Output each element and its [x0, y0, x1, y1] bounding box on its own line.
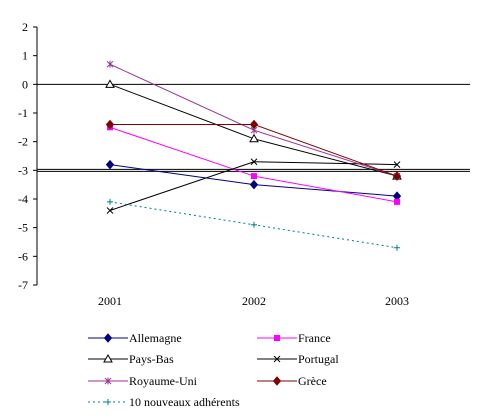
data-point [249, 133, 259, 143]
legend-item: Portugal [257, 352, 339, 366]
legend-label: 10 nouveaux adhérents [129, 395, 240, 409]
data-point [273, 355, 281, 363]
legend-item: Pays-Bas [88, 352, 174, 366]
legend-label: France [298, 331, 331, 345]
legend-item: 10 nouveaux adhérents [88, 395, 240, 409]
y-tick-label: -5 [18, 221, 28, 235]
data-point [250, 158, 258, 166]
data-point [105, 119, 115, 130]
y-tick-label: 2 [22, 20, 28, 34]
legend-item: Royaume-Uni [88, 374, 198, 388]
legend-label: Grèce [298, 374, 327, 388]
data-point [394, 244, 400, 251]
y-tick-label: -4 [18, 192, 28, 206]
legend-item: France [257, 331, 331, 345]
series-3 [106, 158, 401, 214]
data-point [107, 198, 113, 205]
data-point [274, 335, 280, 341]
legend-label: Royaume-Uni [129, 374, 198, 388]
chart-series [105, 60, 402, 251]
legend-item: Allemagne [88, 331, 182, 345]
x-tick-label: 2001 [98, 294, 122, 308]
data-point [105, 399, 111, 405]
data-point [251, 173, 257, 180]
data-point [105, 79, 115, 88]
data-point [104, 377, 112, 385]
x-tick-label: 2002 [242, 294, 266, 308]
y-tick-label: -1 [18, 106, 28, 120]
series-0 [105, 159, 402, 201]
data-point [249, 119, 259, 130]
y-tick-label: -2 [18, 135, 28, 149]
data-point [392, 171, 402, 181]
legend-item: Grèce [257, 374, 327, 388]
series-line [109, 63, 398, 177]
data-point [103, 333, 113, 343]
data-point [105, 159, 115, 170]
y-tick-label: -6 [18, 249, 28, 263]
y-tick-label: -3 [18, 163, 28, 177]
y-tick-label: -7 [18, 278, 28, 292]
legend-label: Allemagne [129, 331, 182, 345]
y-tick-label: 1 [22, 49, 28, 63]
legend-label: Portugal [298, 352, 339, 366]
data-point [272, 376, 282, 386]
data-point [106, 207, 114, 214]
data-point [394, 198, 400, 205]
data-point [251, 221, 257, 228]
data-point [103, 353, 113, 363]
series-6 [107, 198, 400, 251]
data-point [393, 161, 401, 168]
series-5 [105, 119, 402, 181]
data-point [106, 60, 114, 68]
data-point [249, 179, 259, 190]
legend-label: Pays-Bas [129, 352, 174, 366]
y-tick-label: 0 [22, 77, 28, 91]
chart-axes: 2 1 0 -1 -2 -3 -4 -5 -6 -7 2001 2002 2003 [18, 20, 470, 308]
chart-legend: Allemagne France Pays-Bas Portugal Royaume-U… [88, 331, 339, 409]
x-tick-label: 2003 [385, 294, 409, 308]
